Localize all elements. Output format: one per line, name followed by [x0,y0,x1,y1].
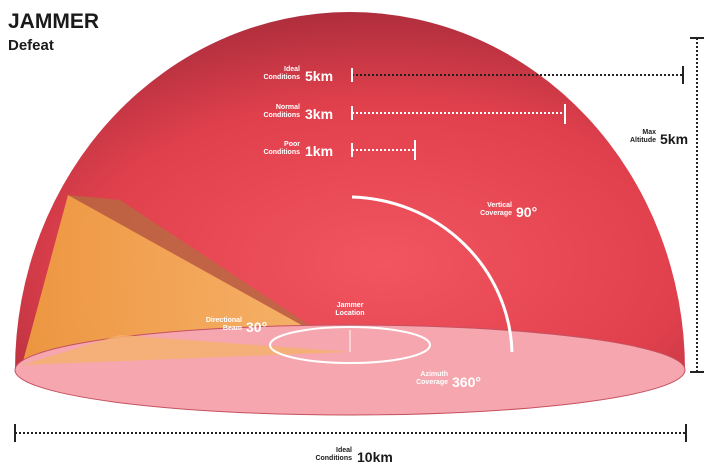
label-line: Directional [206,317,242,324]
label-line: Normal [276,104,300,111]
beam [22,195,350,365]
label-line: Conditions [263,112,300,119]
azimuth-value: 360° [452,374,481,390]
beam-value: 30° [246,319,267,335]
azimuth-label: Azimuth Coverage [416,371,448,386]
range-label: Poor Conditions [263,141,300,156]
label-line: Conditions [263,149,300,156]
diameter-label: Ideal Conditions [315,447,352,462]
label-line: Conditions [263,74,300,81]
beam-top [68,195,350,352]
beam-label: Directional Beam [206,317,242,332]
title: JAMMER [8,10,99,33]
range-value: 5km [305,68,333,84]
range-value: 3km [305,106,333,122]
vertical-value: 90° [516,204,537,220]
altitude-value: 5km [660,131,688,147]
beam-floor [22,335,350,365]
title-block: JAMMER Defeat [8,10,99,54]
label-line: Coverage [480,210,512,217]
label-line: Max [642,129,656,136]
range-label: Ideal Conditions [263,66,300,81]
labels: Ideal Conditions 5km Normal Conditions 3km… [206,66,537,390]
range-lines [351,66,684,160]
vertical-label: Vertical Coverage [480,202,512,217]
label-line: Azimuth [420,371,448,378]
range-label: Normal Conditions [263,104,300,119]
range-value: 1km [305,143,333,159]
altitude-label: Max Altitude [630,129,656,144]
label-line: Location [335,310,364,317]
label-line: Conditions [315,455,352,462]
label-line: Altitude [630,137,656,144]
diameter-value: 10km [357,449,393,465]
label-line: Vertical [487,202,512,209]
measure-lines [14,37,704,442]
outer-labels: Max Altitude 5km Ideal Conditions 10km [315,129,688,465]
azimuth-ring [269,326,431,364]
label-line: Poor [284,141,300,148]
subtitle: Defeat [8,37,54,54]
label-line: Jammer [337,302,364,309]
label-line: Ideal [336,447,352,454]
label-line: Ideal [284,66,300,73]
location-label: Jammer Location [335,302,364,317]
label-line: Beam [223,325,242,332]
vertical-arc [351,195,514,353]
label-line: Coverage [416,379,448,386]
